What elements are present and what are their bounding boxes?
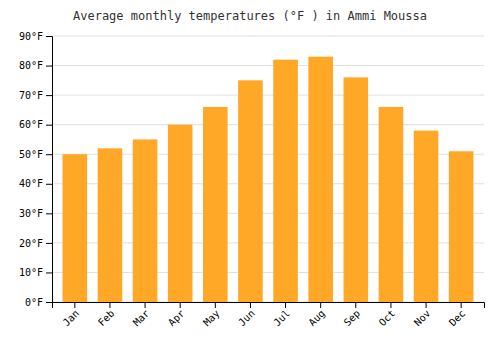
x-tick-label: Mar [131, 308, 152, 329]
y-axis: 0°F 10°F 20°F 30°F 40°F 50°F 60°F 70°F 80°F 90°F [19, 31, 53, 308]
x-tick-mark [215, 302, 216, 308]
x-axis: Jan Feb Mar Apr May Jun Jul Aug Sep Oct Nov Dec [53, 302, 485, 328]
bar [203, 107, 228, 302]
x-tick-label: May [201, 308, 222, 329]
x-tick-mark [390, 302, 391, 308]
x-tick-label: Jan [61, 308, 82, 329]
x-tick: Mar [131, 302, 152, 328]
y-tick-mark [46, 36, 52, 37]
y-tick-label: 70°F [19, 90, 43, 101]
y-tick-label: 30°F [19, 208, 43, 219]
bar [133, 139, 158, 302]
y-tick: 60°F [19, 119, 52, 130]
grid-line [52, 65, 484, 66]
y-tick-mark [46, 95, 52, 96]
x-tick-mark [285, 302, 286, 308]
bar [449, 151, 474, 302]
x-tick: Jun [236, 302, 257, 328]
x-tick: Oct [377, 302, 398, 328]
bar [238, 80, 263, 302]
y-tick: 30°F [19, 208, 52, 219]
x-tick: Feb [96, 302, 117, 328]
bar [379, 107, 404, 302]
x-tick-label: Sep [342, 308, 363, 329]
x-tick-mark [461, 302, 462, 308]
x-tick-mark [109, 302, 110, 308]
x-tick-mark [180, 302, 181, 308]
grid-line [52, 95, 484, 96]
y-tick: 40°F [19, 178, 52, 189]
x-tick: Jul [271, 302, 292, 328]
grid-line [52, 124, 484, 125]
x-tick: May [201, 302, 222, 328]
y-tick-mark [46, 302, 52, 303]
bar [414, 131, 439, 302]
y-tick-mark [46, 154, 52, 155]
y-tick-label: 0°F [25, 297, 43, 308]
y-tick-mark [46, 272, 52, 273]
y-tick: 10°F [19, 267, 52, 278]
x-tick-label: Feb [96, 308, 117, 329]
x-tick-label: Aug [306, 308, 327, 329]
x-tick: Dec [447, 302, 468, 328]
y-tick: 70°F [19, 90, 52, 101]
chart: 0°F 10°F 20°F 30°F 40°F 50°F 60°F 70°F 80°F 90°F J… [0, 0, 500, 350]
bar [308, 57, 333, 302]
x-tick: Aug [306, 302, 327, 328]
x-tick: Jan [61, 302, 82, 328]
x-tick-mark [320, 302, 321, 308]
y-tick: 50°F [19, 149, 52, 160]
x-tick: Apr [166, 302, 187, 328]
x-tick-label: Jul [271, 308, 292, 329]
grid [52, 36, 484, 302]
x-tick-mark [355, 302, 356, 308]
x-tick-label: Oct [377, 308, 398, 329]
x-tick-mark [74, 302, 75, 308]
x-tick-label: Nov [412, 308, 433, 329]
y-tick-mark [46, 213, 52, 214]
bar [168, 125, 193, 302]
bar [98, 148, 123, 302]
y-tick-label: 10°F [19, 267, 43, 278]
x-axis-line [53, 303, 485, 309]
title: Average monthly temperatures (°F ) in Am… [73, 9, 427, 23]
y-tick: 20°F [19, 238, 52, 249]
y-tick-label: 80°F [19, 60, 43, 71]
x-tick-label: Jun [236, 308, 257, 329]
x-tick: Sep [342, 302, 363, 328]
y-tick-label: 50°F [19, 149, 43, 160]
x-tick-mark [426, 302, 427, 308]
y-tick-mark [46, 184, 52, 185]
bar [63, 154, 88, 302]
y-tick-label: 90°F [19, 31, 43, 42]
bars [63, 57, 474, 302]
x-tick: Nov [412, 302, 433, 328]
y-tick: 0°F [25, 297, 52, 308]
x-tick-mark [250, 302, 251, 308]
y-tick: 90°F [19, 31, 52, 42]
y-tick: 80°F [19, 60, 52, 71]
bar [273, 60, 298, 302]
x-tick-label: Dec [447, 308, 468, 329]
y-tick-label: 40°F [19, 178, 43, 189]
x-tick-mark [145, 302, 146, 308]
y-tick-label: 20°F [19, 238, 43, 249]
y-tick-mark [46, 125, 52, 126]
plot-area: 0°F 10°F 20°F 30°F 40°F 50°F 60°F 70°F 80°F 90°F J… [19, 31, 485, 329]
bar [344, 77, 369, 302]
y-axis-line [46, 37, 53, 303]
grid-line [52, 36, 484, 37]
y-tick-mark [46, 243, 52, 244]
y-tick-mark [46, 66, 52, 67]
x-tick-label: Apr [166, 308, 187, 329]
y-tick-label: 60°F [19, 119, 43, 130]
